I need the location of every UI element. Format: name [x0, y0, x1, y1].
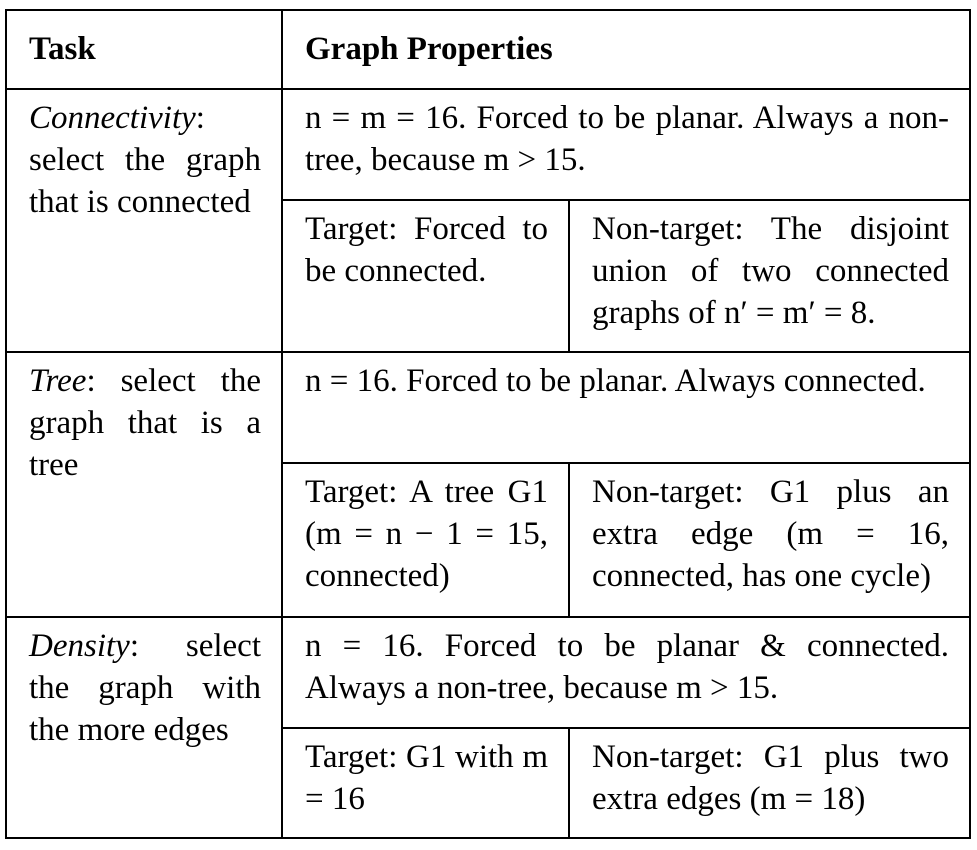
density-common-row: Density: select the graph with the more …: [5, 616, 971, 839]
connectivity-task-cell: Connectivity: select the graph that is c…: [5, 88, 283, 353]
connectivity-target-cell: Target: Forced to be connected.: [281, 199, 570, 353]
tree-target-cell: Target: A tree G1 (m = n − 1 = 15, conne…: [281, 462, 570, 618]
task-description: : select the graph with the more edges: [29, 628, 261, 748]
density-task-cell: Density: select the graph with the more …: [5, 616, 283, 839]
tree-task-cell: Tree: select the graph that is a tree: [5, 351, 283, 618]
task-name: Tree: [29, 363, 87, 399]
tree-target-row: Target: A tree G1 (m = n − 1 = 15, conne…: [6, 462, 971, 618]
density-nontarget-cell: Non-target: G1 plus two extra edges (m =…: [568, 727, 971, 839]
density-target-row: Target: G1 with m = 16 Non-target: G1 pl…: [6, 727, 971, 839]
tree-common-properties: n = 16. Forced to be planar. Always conn…: [281, 351, 971, 464]
tree-common-row: Tree: select the graph that is a tree n …: [5, 351, 971, 618]
connectivity-target-row: Target: Forced to be connected. Non-targ…: [6, 199, 971, 353]
task-description: : select the graph that is a tree: [29, 363, 261, 483]
density-common-properties: n = 16. Forced to be planar & connected.…: [281, 616, 971, 729]
connectivity-nontarget-cell: Non-target: The disjoint union of two co…: [568, 199, 971, 353]
header-row: Task Graph Properties: [5, 9, 971, 90]
density-target-cell: Target: G1 with m = 16: [281, 727, 570, 839]
graph-properties-table: Task Graph Properties Connectivity: sele…: [5, 9, 971, 839]
task-name: Density: [29, 628, 130, 664]
tree-nontarget-cell: Non-target: G1 plus an extra edge (m = 1…: [568, 462, 971, 618]
task-column-header: Task: [5, 9, 283, 90]
task-description: : select the graph that is connected: [29, 100, 261, 220]
connectivity-common-row: Connectivity: select the graph that is c…: [5, 88, 971, 353]
graph-properties-column-header: Graph Properties: [281, 9, 971, 90]
connectivity-common-properties: n = m = 16. Forced to be planar. Always …: [281, 88, 971, 201]
task-name: Connectivity: [29, 100, 196, 136]
